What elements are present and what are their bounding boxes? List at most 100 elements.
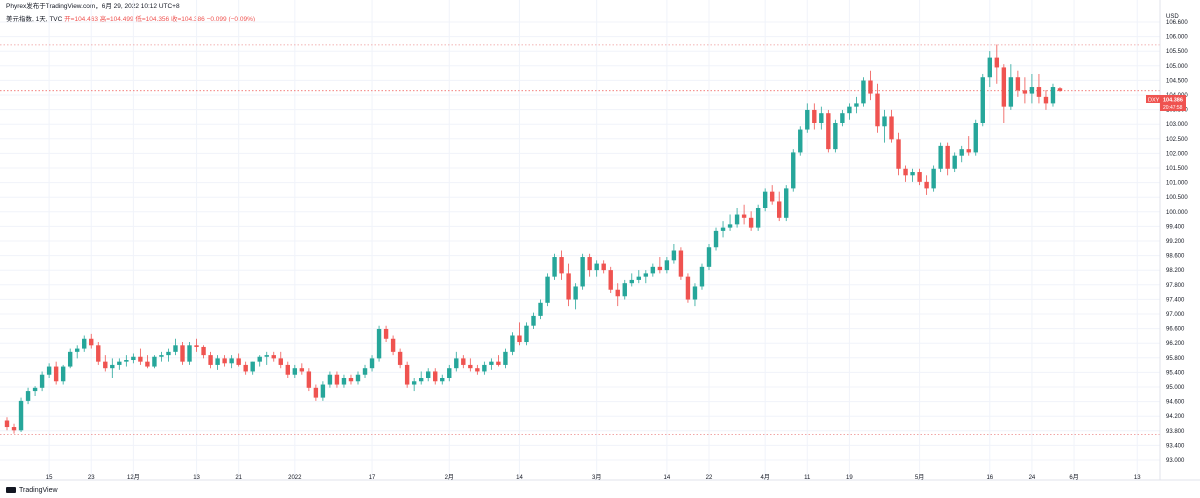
candle [657,257,663,274]
candle-body [440,378,445,382]
candle [882,109,887,143]
logo-text: TradingView [19,487,58,494]
candle-body [706,247,712,267]
y-tick-label: 93.400 [1166,443,1185,449]
candle [1029,73,1035,104]
candle [924,175,929,195]
candle [587,253,592,277]
candle-body [131,356,136,361]
x-tick-label: 3月 [592,474,601,481]
candle [594,260,599,277]
tradingview-logo[interactable]: TradingView [6,487,58,494]
candle [306,368,312,392]
candle [257,355,262,367]
candle [75,345,80,359]
candle [383,325,389,343]
candle-body [397,351,403,365]
candle [889,109,894,143]
candle-body [496,361,501,365]
candle [489,358,494,370]
candle [629,273,634,287]
candle-body [250,361,255,372]
y-tick-label: 97.800 [1166,283,1185,289]
candle-body [4,420,10,428]
candle-body [271,355,276,359]
close-value: 收=104.386 [170,16,205,23]
candle-body [910,172,915,176]
candles [4,44,1063,434]
candle-body [362,368,368,375]
candle-body [840,113,845,123]
y-tick-label: 93.800 [1166,429,1185,435]
candle [327,371,333,388]
high-value: 高=104.499 [99,16,134,23]
y-tick-label: 93.000 [1166,458,1185,464]
y-tick-label: 94.600 [1166,400,1185,406]
candle [96,342,101,365]
candle [67,348,73,369]
candle-body [334,374,340,385]
candle [180,342,185,365]
candle-body [580,257,585,287]
candle [292,364,298,378]
candle-body [489,361,494,365]
candle-body [1022,90,1028,94]
candle [1001,64,1007,123]
candle [39,371,45,392]
candle [608,266,613,293]
candle-body [67,351,73,367]
candle [482,361,487,375]
candle [875,83,880,133]
y-tick-label: 98.600 [1166,254,1185,260]
candle [727,214,733,231]
candle-body [1050,87,1056,104]
candle [4,417,10,431]
candle-body [573,286,578,300]
candle-body [222,358,227,364]
candle-body [166,351,171,356]
candle-body [96,345,101,362]
y-tick-label: 103.000 [1166,122,1188,128]
candle [910,168,915,182]
candle [433,368,438,385]
candle-body [404,364,410,385]
candle-body [552,257,557,277]
candle-body [531,315,536,326]
candle-body [60,366,66,382]
x-tick-label: 21 [235,475,242,481]
candle-body [713,230,719,248]
candle-body [173,345,178,352]
candle-body [510,335,515,352]
candle [1050,83,1056,107]
candle-body [299,368,305,372]
candle-body [117,361,122,365]
candle-body [805,109,810,130]
symbol-name[interactable]: 美元指数, 1天, TVC [6,16,63,23]
candle [545,273,550,307]
candle [678,247,684,280]
candle [917,168,922,186]
candle-body [952,155,957,169]
candle-body [229,358,234,364]
x-tick-label: 17 [369,475,376,481]
last-price-tag: DXY 104.386 20:47:58 [1146,95,1186,111]
candle-body [692,286,698,300]
candle [447,364,452,382]
candle-body [1001,67,1007,107]
candle [208,351,213,369]
candle [580,253,585,290]
candle-body [657,266,663,271]
x-tick-label: 2022 [288,475,302,481]
x-tick-label: 6月 [1069,474,1078,481]
candle [615,283,620,307]
y-tick-label: 95.400 [1166,370,1185,376]
candle [397,348,403,369]
y-tick-label: 96.600 [1166,327,1185,333]
time-axis: 15 23 12月 13 21 2022 17 2月 14 3月 14 22 4月 11 19 5月 16 24 6… [46,474,1141,481]
candle [713,227,719,251]
y-tick-label: 95.000 [1166,385,1185,391]
candle [496,355,501,367]
candle-body [11,427,17,431]
candle [784,185,789,222]
